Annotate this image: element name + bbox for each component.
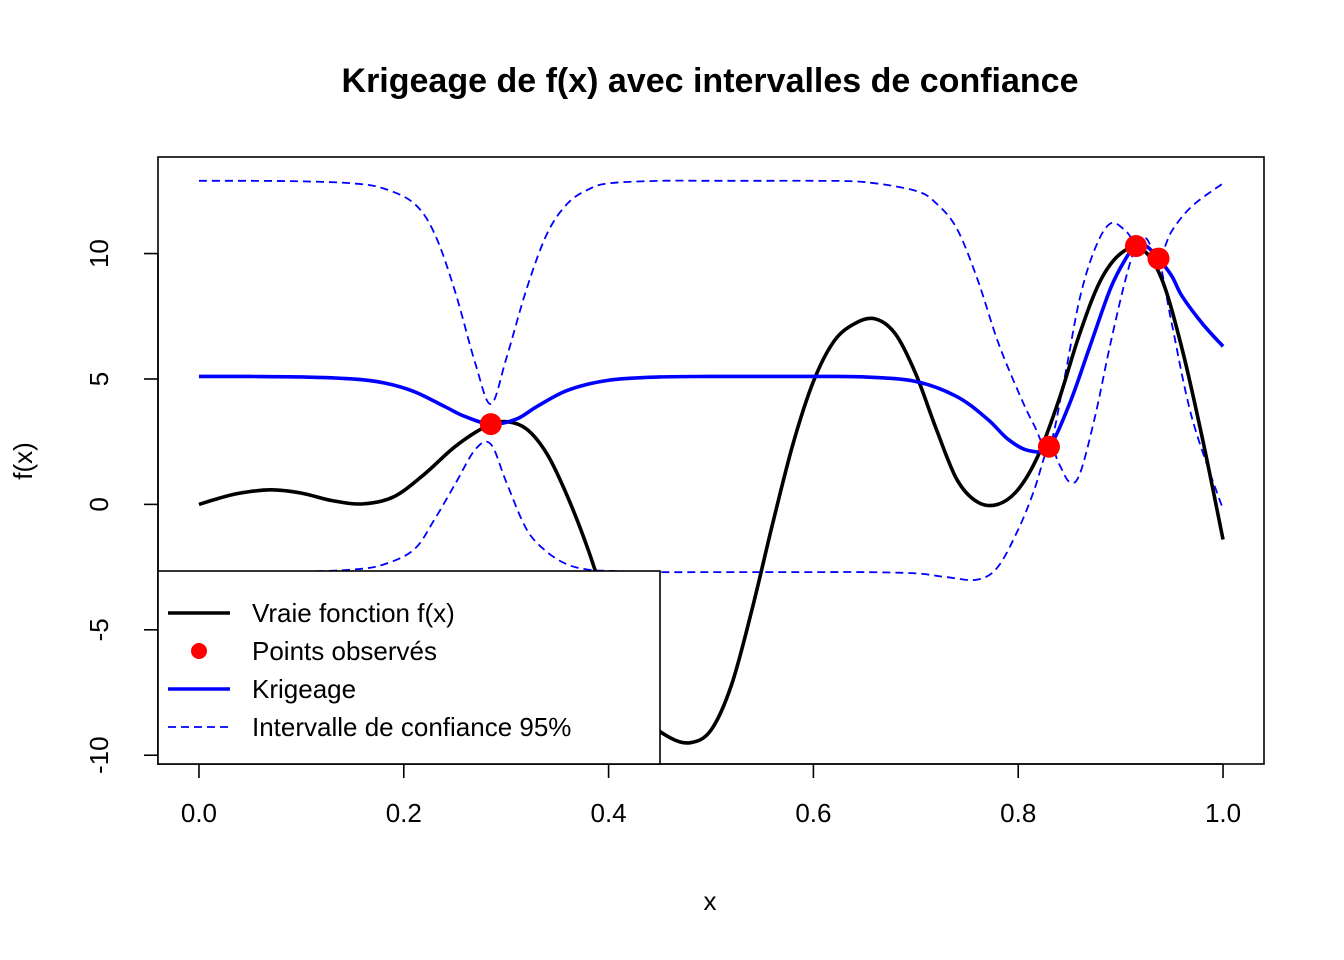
intervalle-de-confiance-95-borne-inferieure-line — [198, 246, 1224, 581]
legend-label: Intervalle de confiance 95% — [252, 712, 571, 742]
legend-entry: Krigeage — [168, 674, 356, 704]
legend-label: Krigeage — [252, 674, 356, 704]
x-tick-label: 0.0 — [181, 798, 217, 828]
x-tick-label: 0.6 — [795, 798, 831, 828]
observed-point — [479, 413, 502, 436]
x-tick-label: 1.0 — [1205, 798, 1241, 828]
plot-frame — [157, 156, 1265, 765]
legend-label: Points observés — [252, 636, 437, 666]
legend-entry: Intervalle de confiance 95% — [168, 712, 571, 742]
series-group — [198, 179, 1225, 745]
vraie-fonction-f-x-line — [198, 245, 1225, 745]
y-tick-label: 0 — [84, 497, 114, 511]
observed-point — [1124, 235, 1147, 258]
x-tick-label: 0.2 — [386, 798, 422, 828]
intervalle-de-confiance-95-line — [198, 179, 1224, 450]
legend-point-swatch — [191, 643, 207, 659]
observed-point — [1037, 435, 1060, 458]
y-tick-label: 5 — [84, 372, 114, 386]
y-tick-label: -5 — [84, 618, 114, 641]
legend-label: Vraie fonction f(x) — [252, 598, 455, 628]
series-layer — [198, 179, 1225, 745]
chart-title: Krigeage de f(x) avec intervalles de con… — [342, 62, 1079, 100]
legend-entry: Points observés — [191, 636, 437, 666]
observed-point — [1147, 247, 1170, 270]
x-axis-label: x — [704, 886, 717, 916]
legend-box — [157, 570, 661, 765]
y-tick-label: -10 — [84, 736, 114, 774]
legend: Vraie fonction f(x) Points observés Krigea… — [157, 570, 661, 765]
legend-entry: Vraie fonction f(x) — [168, 598, 455, 628]
x-tick-label: 0.4 — [591, 798, 627, 828]
y-axis-label: f(x) — [8, 442, 38, 480]
y-tick-label: 10 — [84, 239, 114, 268]
x-tick-label: 0.8 — [1000, 798, 1036, 828]
